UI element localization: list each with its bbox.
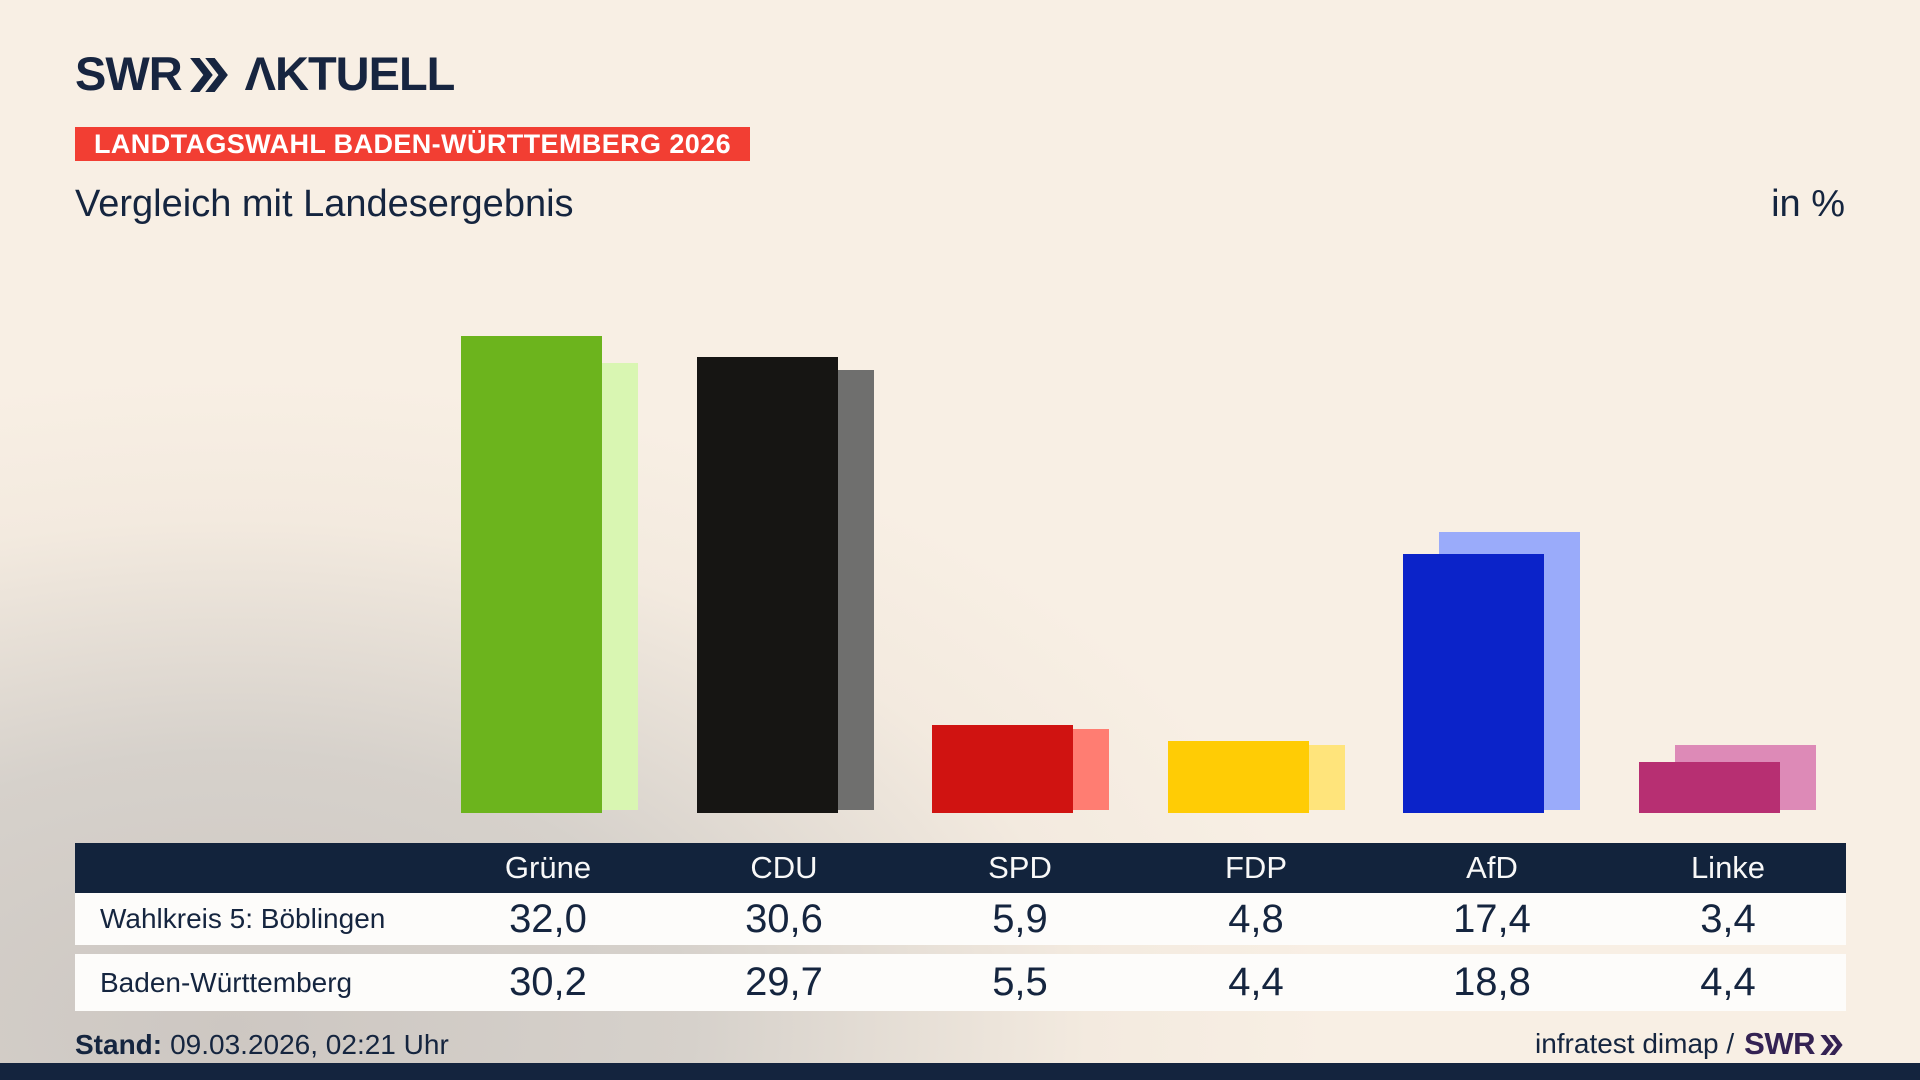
table-header-row: Grüne CDU SPD FDP AfD Linke <box>75 843 1846 893</box>
aktuell-logo-text: ΛKTUELL <box>244 47 456 100</box>
column-header-afd: AfD <box>1466 850 1518 885</box>
unit-label: in % <box>1771 183 1845 225</box>
table-header-corner <box>75 843 430 893</box>
value-wahlkreis-5-boeblingen-spd: 5,9 <box>992 896 1048 941</box>
value-baden-wuerttemberg-fdp: 4,4 <box>1228 960 1284 1004</box>
swr-logo-text: SWR <box>75 47 183 100</box>
stand-value: 09.03.2026, 02:21 Uhr <box>170 1029 449 1060</box>
value-baden-wuerttemberg-linke: 4,4 <box>1700 960 1756 1004</box>
election-badge: LANDTAGSWAHL BADEN-WÜRTTEMBERG 2026 <box>75 127 751 161</box>
column-header-fdp: FDP <box>1225 850 1287 885</box>
value-wahlkreis-5-boeblingen-cdu: 30,6 <box>745 896 823 941</box>
bar-wahlkreis-gruene <box>461 336 602 813</box>
value-baden-wuerttemberg-afd: 18,8 <box>1453 960 1531 1004</box>
row-label-baden-wuerttemberg: Baden-Württemberg <box>100 966 353 998</box>
bar-wahlkreis-afd <box>1403 554 1544 813</box>
swr-aktuell-logo: SWR ΛKTUELL <box>75 47 456 100</box>
table-row-baden-wuerttemberg: Baden-Württemberg 30,2 29,7 5,5 4,4 18,8 4,4 <box>75 954 1846 1011</box>
bar-wahlkreis-spd <box>932 725 1073 813</box>
column-header-cdu: CDU <box>750 850 818 885</box>
bar-wahlkreis-linke <box>1639 762 1780 813</box>
source-text: infratest dimap / <box>1534 1028 1735 1059</box>
swr-double-chevron-icon <box>1820 1035 1843 1055</box>
table-row-wahlkreis-5-boeblingen: Wahlkreis 5: Böblingen 32,0 30,6 5,9 4,8 17,4… <box>75 893 1846 945</box>
stand-label: Stand: <box>75 1029 163 1060</box>
bar-wahlkreis-fdp <box>1168 741 1309 813</box>
swr-double-chevron-icon <box>189 58 228 92</box>
value-wahlkreis-5-boeblingen-afd: 17,4 <box>1453 896 1531 941</box>
timestamp: Stand: 09.03.2026, 02:21 Uhr <box>75 1028 449 1062</box>
value-wahlkreis-5-boeblingen-gruene: 32,0 <box>509 896 587 941</box>
bar-wahlkreis-cdu <box>697 357 838 813</box>
value-baden-wuerttemberg-gruene: 30,2 <box>509 960 587 1004</box>
column-header-spd: SPD <box>988 850 1052 885</box>
value-wahlkreis-5-boeblingen-linke: 3,4 <box>1700 896 1756 941</box>
source-credit: infratest dimap / SWR <box>1535 1026 1845 1062</box>
value-wahlkreis-5-boeblingen-fdp: 4,8 <box>1228 896 1284 941</box>
swr-footer-logo: SWR <box>1744 1026 1845 1062</box>
value-baden-wuerttemberg-spd: 5,5 <box>992 960 1048 1004</box>
value-baden-wuerttemberg-cdu: 29,7 <box>745 960 823 1004</box>
column-header-linke: Linke <box>1690 850 1766 885</box>
results-table: Grüne CDU SPD FDP AfD Linke Wahlkreis 5: Böbli… <box>75 843 1846 1011</box>
bottom-bar <box>0 1063 1920 1080</box>
row-label-wahlkreis-5-boeblingen: Wahlkreis 5: Böblingen <box>100 903 386 934</box>
chart-title: Vergleich mit Landesergebnis <box>75 183 574 225</box>
column-header-gruene: Grüne <box>504 850 592 885</box>
